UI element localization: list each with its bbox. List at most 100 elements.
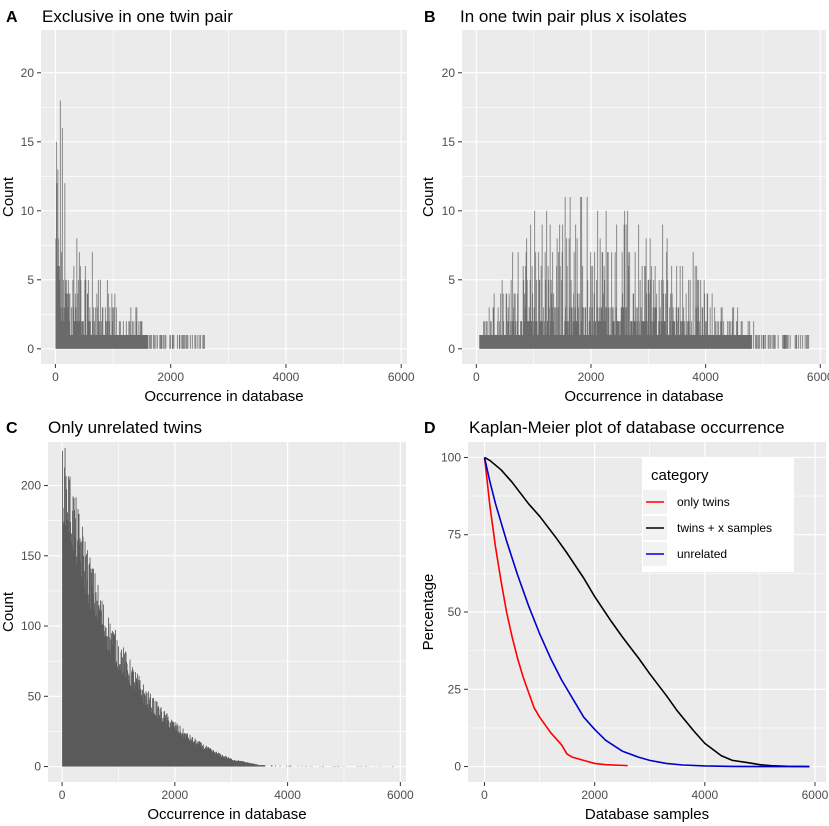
histogram-bar — [556, 238, 558, 349]
histogram-bar — [190, 739, 191, 767]
histogram-bar — [508, 321, 510, 349]
histogram-bar — [75, 321, 77, 349]
histogram-bar — [129, 682, 130, 767]
histogram-bar — [90, 335, 92, 349]
histogram-bar — [57, 238, 59, 349]
histogram-bar — [714, 335, 716, 349]
histogram-bar — [176, 335, 178, 349]
histogram-bar — [522, 266, 524, 349]
histogram-bar — [529, 279, 531, 349]
histogram-bar — [140, 335, 142, 349]
panel-b: B In one twin pair plus x isolates 0 5 10 1… — [420, 7, 829, 405]
histogram-bar — [141, 335, 143, 349]
histogram-bar — [131, 335, 133, 349]
y-tick-label: 15 — [442, 135, 456, 149]
histogram-bar — [144, 695, 146, 767]
panel-a-bars — [55, 100, 205, 349]
histogram-bar — [161, 717, 163, 767]
histogram-bar — [542, 335, 544, 349]
histogram-bar — [99, 608, 100, 767]
histogram-bar — [707, 335, 709, 349]
y-tick-label: 5 — [27, 273, 34, 287]
histogram-bar — [697, 307, 699, 349]
histogram-bar — [739, 335, 741, 349]
histogram-bar — [716, 335, 718, 349]
histogram-bar — [638, 321, 640, 349]
histogram-bar — [219, 755, 221, 767]
histogram-bar — [250, 763, 252, 767]
histogram-bar — [179, 335, 181, 349]
histogram-bar — [505, 335, 507, 349]
histogram-bar — [236, 761, 238, 767]
histogram-bar — [61, 127, 63, 349]
panel-b-plot-area — [462, 30, 826, 364]
histogram-bar — [167, 716, 169, 767]
histogram-bar — [574, 307, 576, 349]
histogram-bar — [617, 321, 619, 349]
histogram-bar — [100, 335, 102, 349]
histogram-bar — [86, 579, 88, 767]
histogram-bar — [628, 335, 630, 349]
histogram-bar — [530, 224, 532, 349]
histogram-bar — [252, 763, 253, 767]
histogram-bar — [205, 748, 207, 767]
histogram-bar — [649, 335, 651, 349]
histogram-bar — [204, 748, 205, 767]
histogram-bar — [738, 335, 740, 349]
histogram-bar — [171, 719, 172, 767]
histogram-bar — [609, 307, 611, 349]
histogram-bar — [699, 335, 701, 349]
histogram-bar — [532, 335, 534, 349]
histogram-bar — [146, 335, 148, 349]
histogram-bar — [644, 266, 646, 349]
histogram-bar — [169, 335, 171, 349]
histogram-bar — [600, 321, 602, 349]
histogram-bar — [729, 321, 731, 349]
histogram-bar — [95, 335, 97, 349]
histogram-bar — [672, 307, 674, 349]
histogram-bar — [671, 266, 673, 349]
histogram-bar — [491, 335, 493, 349]
histogram-bar — [78, 252, 80, 349]
y-tick-label: 150 — [21, 549, 41, 563]
histogram-bar — [744, 335, 746, 349]
histogram-bar — [753, 321, 755, 349]
histogram-bar — [676, 266, 678, 349]
histogram-bar — [518, 335, 520, 349]
histogram-bar — [508, 293, 510, 349]
x-tick-label: 4000 — [273, 370, 300, 384]
histogram-bar — [723, 321, 725, 349]
histogram-bar — [128, 680, 129, 767]
histogram-bar — [135, 307, 137, 349]
histogram-bar — [619, 335, 621, 349]
histogram-bar — [81, 576, 82, 767]
histogram-bar — [601, 252, 603, 349]
histogram-bar — [591, 335, 593, 349]
histogram-bar — [134, 335, 136, 349]
histogram-bar — [216, 751, 217, 767]
histogram-bar — [90, 335, 92, 349]
histogram-bar — [74, 321, 76, 349]
x-tick-label: 0 — [481, 788, 488, 802]
histogram-bar — [162, 721, 163, 767]
histogram-bar — [204, 749, 206, 767]
histogram-bar — [763, 335, 765, 349]
histogram-bar — [515, 335, 517, 349]
histogram-bar — [618, 335, 620, 349]
histogram-bar — [230, 758, 231, 767]
histogram-bar — [604, 321, 606, 349]
histogram-bar — [497, 321, 499, 349]
histogram-bar — [748, 335, 750, 349]
histogram-bar — [121, 335, 123, 349]
histogram-bar — [62, 450, 63, 767]
histogram-bar — [531, 266, 533, 349]
histogram-bar — [72, 510, 73, 767]
histogram-bar — [549, 224, 551, 349]
histogram-bar — [617, 321, 619, 349]
histogram-bar — [702, 307, 704, 349]
histogram-bar — [258, 765, 260, 767]
histogram-bar — [598, 307, 600, 349]
histogram-bar — [237, 760, 239, 767]
histogram-bar — [504, 335, 506, 349]
histogram-bar — [259, 765, 260, 767]
